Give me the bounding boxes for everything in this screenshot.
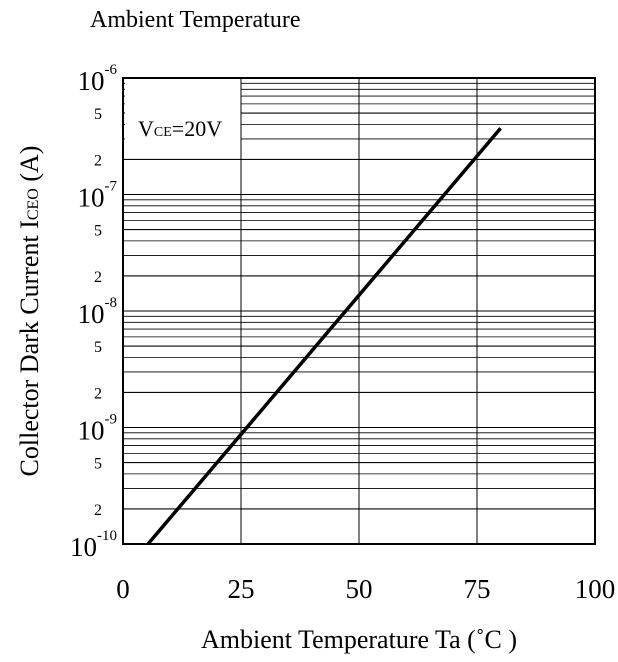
y-label-tail: (A) [15, 146, 44, 189]
y-tick-exponent: -7 [105, 179, 118, 195]
y-tick-label: 2 [94, 152, 102, 169]
annotation-tail: =20V [172, 116, 222, 141]
annotation-sub: CE [154, 125, 172, 140]
annotation-box [125, 80, 241, 158]
y-label-main: Collector Dark Current I [15, 220, 44, 476]
y-tick-base: 10 [70, 532, 97, 562]
y-tick-exponent: -8 [105, 295, 118, 311]
annotation: VCE=20V [138, 116, 222, 141]
y-tick-label: 10-7 [78, 179, 118, 213]
x-tick-label: 100 [575, 574, 616, 604]
y-tick-label: 5 [94, 106, 102, 123]
annotation-main: V [138, 116, 154, 141]
y-tick-label: 2 [94, 502, 102, 519]
x-tick-label: 75 [464, 574, 491, 604]
y-tick-label: 10-9 [78, 412, 118, 446]
plot-frame [122, 77, 596, 545]
x-tick-label: 50 [346, 574, 373, 604]
data-line [146, 127, 502, 546]
y-tick-base: 10 [78, 183, 105, 213]
y-tick-label: 5 [94, 223, 102, 240]
y-tick-base: 10 [78, 416, 105, 446]
x-tick-label: 0 [116, 574, 130, 604]
y-tick-label: 5 [94, 339, 102, 356]
x-tick-label: 25 [228, 574, 255, 604]
y-tick-label: 5 [94, 456, 102, 473]
y-tick-label: 10-6 [78, 62, 118, 96]
y-tick-label: 10-8 [78, 295, 118, 329]
y-tick-exponent: -10 [97, 528, 117, 544]
y-tick-label: 10-10 [70, 528, 117, 562]
y-tick-base: 10 [78, 66, 105, 96]
y-tick-exponent: -6 [105, 62, 118, 78]
y-label-sub: CEO [25, 188, 42, 220]
y-tick-base: 10 [78, 299, 105, 329]
x-axis-label: Ambient Temperature Ta (˚C ) [201, 625, 517, 654]
y-axis-label: Collector Dark Current ICEO (A) [15, 146, 44, 477]
chart-title: Ambient Temperature [90, 7, 300, 33]
y-tick-label: 2 [94, 269, 102, 286]
y-tick-label: 2 [94, 385, 102, 402]
y-tick-exponent: -9 [105, 412, 118, 428]
